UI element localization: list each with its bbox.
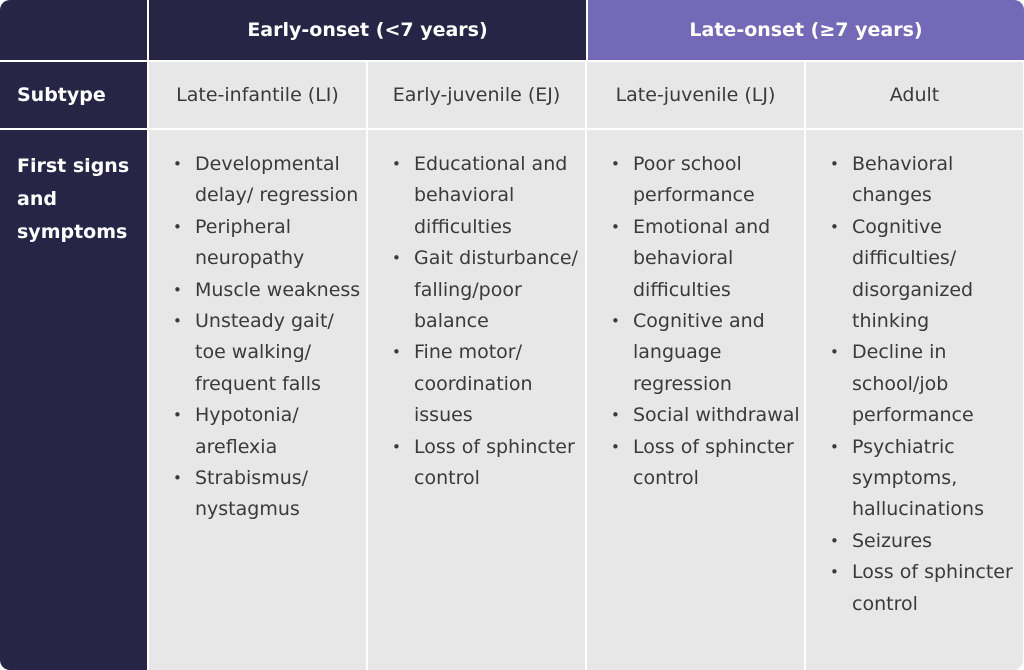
symptoms-adult: Behavioral changes Cognitive difficultie… (806, 130, 1023, 670)
subtype-early-juvenile: Early-juvenile (EJ) (368, 62, 585, 128)
corner-cell (0, 0, 147, 60)
list-item: Cognitive and language regression (611, 306, 800, 400)
list-item: Loss of sphincter control (830, 557, 1019, 620)
subtype-adult: Adult (806, 62, 1023, 128)
list-item: Seizures (830, 526, 1019, 558)
list-item: Decline in school/job performance (830, 337, 1019, 431)
list-item: Gait disturbance/ falling/poor balance (392, 243, 581, 337)
list-item: Educational and behavioral difficulties (392, 149, 581, 243)
subtype-row: Subtype Late-infantile (LI) Early-juveni… (0, 62, 1023, 128)
symptoms-label: First signs and symptoms (0, 130, 147, 670)
list-item: Poor school performance (611, 149, 800, 212)
subtype-late-infantile: Late-infantile (LI) (149, 62, 366, 128)
list-item: Hypotonia/ areflexia (173, 400, 362, 463)
symptoms-early-juvenile: Educational and behavioral difficulties … (368, 130, 585, 670)
list-item: Peripheral neuropathy (173, 212, 362, 275)
subtype-late-juvenile: Late-juvenile (LJ) (587, 62, 804, 128)
list-item: Emotional and behavioral difficulties (611, 212, 800, 306)
list-item: Psychiatric symptoms, hallucinations (830, 432, 1019, 526)
symptoms-late-juvenile: Poor school performance Emotional and be… (587, 130, 804, 670)
symptoms-late-infantile: Developmental delay/ regression Peripher… (149, 130, 366, 670)
list-item: Muscle weakness (173, 275, 362, 307)
group-header-row: Early-onset (<7 years) Late-onset (≥7 ye… (0, 0, 1024, 60)
list-item: Strabismus/ nystagmus (173, 463, 362, 526)
subtype-label: Subtype (0, 62, 147, 128)
list-item: Behavioral changes (830, 149, 1019, 212)
early-onset-header: Early-onset (<7 years) (149, 0, 586, 60)
list-item: Loss of sphincter control (611, 432, 800, 495)
list-item: Developmental delay/ regression (173, 149, 362, 212)
list-item: Social withdrawal (611, 400, 800, 432)
late-onset-header: Late-onset (≥7 years) (588, 0, 1024, 60)
list-item: Unsteady gait/ toe walking/ frequent fal… (173, 306, 362, 400)
list-item: Fine motor/ coordination issues (392, 337, 581, 431)
list-item: Loss of sphincter control (392, 432, 581, 495)
symptoms-row: First signs and symptoms Developmental d… (0, 130, 1023, 670)
list-item: Cognitive difficulties/ disorganized thi… (830, 212, 1019, 338)
